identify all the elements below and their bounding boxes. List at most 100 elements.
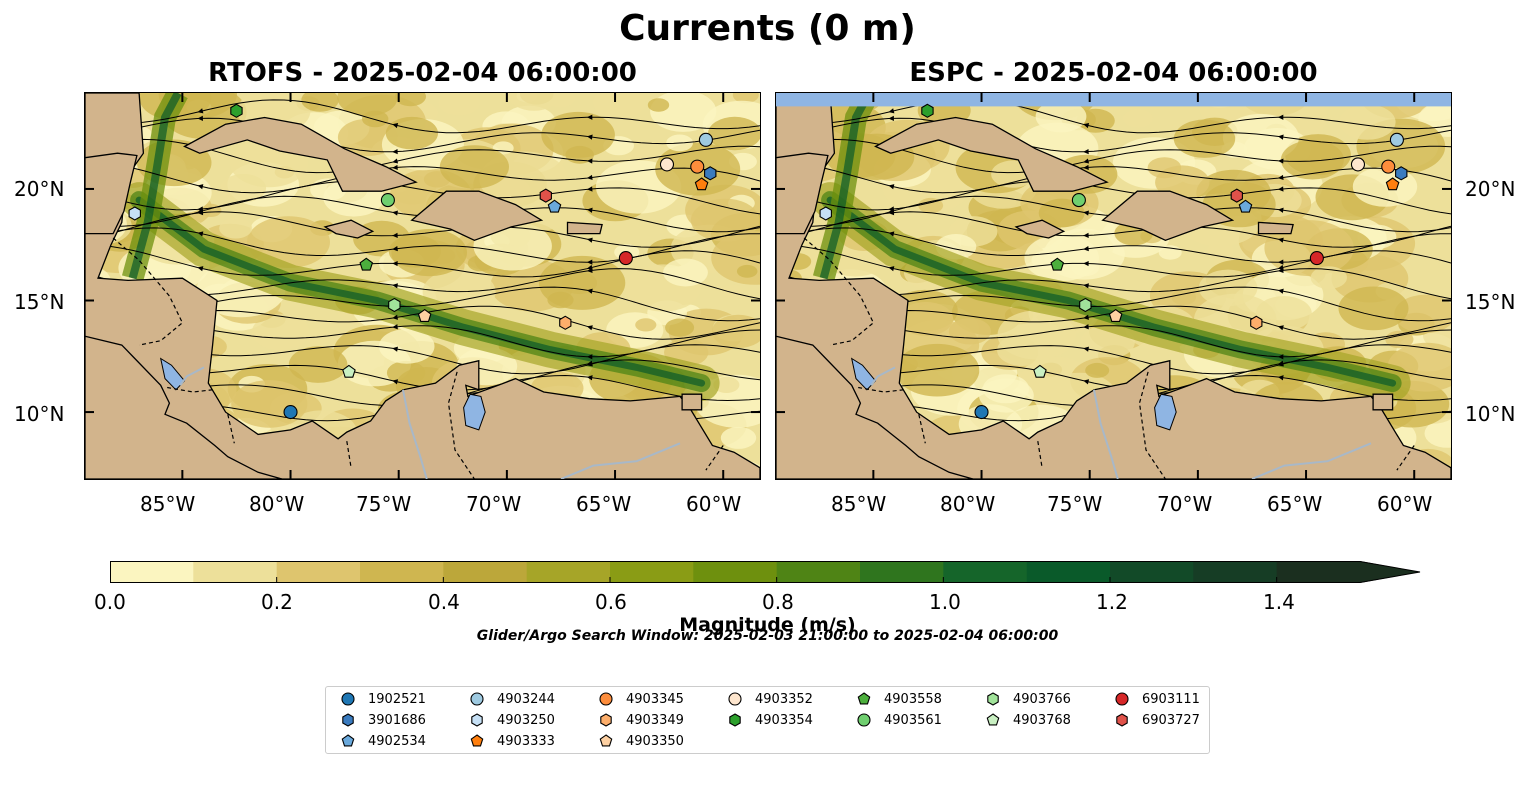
streamline-arrow xyxy=(1083,246,1089,252)
river xyxy=(402,389,428,479)
legend-label: 4903244 xyxy=(497,691,555,707)
map-canvas-rtofs xyxy=(85,93,760,479)
streamline-arrow xyxy=(586,267,593,273)
land-hispaniola xyxy=(410,190,544,242)
colorbar-segment xyxy=(776,561,861,583)
streamline-arrow xyxy=(1083,283,1089,289)
colorbar-tick: 1.0 xyxy=(929,590,961,614)
country-border xyxy=(227,414,235,444)
streamline-arrow xyxy=(392,164,398,171)
speed-texture-blob xyxy=(251,314,310,351)
country-border xyxy=(803,237,875,346)
streamline-arrow xyxy=(1083,210,1089,216)
speed-texture-blob xyxy=(665,318,695,337)
colorbar xyxy=(110,561,1421,583)
land-cuba xyxy=(874,116,1109,192)
float-marker-4903766 xyxy=(388,297,401,313)
streamline-arrow xyxy=(1083,164,1089,171)
streamline-arrow xyxy=(197,266,204,272)
streamline-arrow xyxy=(888,108,895,114)
legend-marker-4903561 xyxy=(857,713,871,727)
float-marker-4903333 xyxy=(1385,177,1400,191)
legend-item: 4903345 xyxy=(598,691,684,707)
legend-label: 4903352 xyxy=(755,691,813,707)
streamline-arrow xyxy=(1277,288,1284,294)
colorbar-tick: 1.2 xyxy=(1096,590,1128,614)
streamline-arrow xyxy=(392,283,398,289)
country-border xyxy=(858,386,904,393)
legend-marker-4903349 xyxy=(600,713,612,727)
legend-marker-4903768 xyxy=(986,713,1000,726)
colorbar-segment xyxy=(526,561,611,583)
lon-tick-left: 75°W xyxy=(356,492,412,516)
streamline-arrow xyxy=(1277,259,1284,265)
country-border xyxy=(1396,445,1415,471)
float-marker-6903111 xyxy=(618,251,633,266)
speed-texture-blob xyxy=(736,264,758,278)
speed-texture-blob xyxy=(708,116,760,151)
speed-texture-blob xyxy=(918,197,944,214)
legend-marker-4903766 xyxy=(987,692,999,706)
speed-texture-blob xyxy=(305,328,331,345)
float-marker-3901686 xyxy=(704,166,717,181)
speed-texture-blob xyxy=(386,360,426,385)
speed-texture-blob xyxy=(395,93,426,107)
streamline-arrow xyxy=(1277,174,1284,181)
colorbar-tick: 0.6 xyxy=(595,590,627,614)
streamline-arrow xyxy=(586,325,593,331)
float-marker-4903244 xyxy=(698,132,713,147)
speed-texture-blob xyxy=(337,93,398,117)
speed-texture-blob xyxy=(1035,100,1087,133)
streamline-arrow xyxy=(197,115,203,121)
country-border xyxy=(112,237,184,346)
streamline-arrow xyxy=(586,360,593,366)
legend-label: 4903766 xyxy=(1013,691,1071,707)
float-marker-4903558 xyxy=(1050,257,1065,271)
colorbar-segment xyxy=(693,561,778,583)
map-panel-rtofs xyxy=(84,92,761,480)
speed-texture-blob xyxy=(1424,419,1451,448)
land-puertorico xyxy=(566,221,603,235)
float-marker-4903244 xyxy=(1389,132,1404,147)
legend-label: 1902521 xyxy=(368,691,426,707)
legend-marker-4903352 xyxy=(728,692,742,706)
country-border xyxy=(705,445,724,471)
legend-marker-4903345 xyxy=(599,692,613,706)
legend-item: 4903561 xyxy=(856,712,942,728)
legend-label: 4903561 xyxy=(884,712,942,728)
streamline-arrow xyxy=(586,186,593,192)
float-marker-4903345 xyxy=(690,159,705,174)
streamline-arrow xyxy=(197,108,204,114)
legend-marker-icon xyxy=(1116,713,1128,727)
streamline-arrow xyxy=(1083,123,1090,129)
lon-tick-left: 60°W xyxy=(686,492,742,516)
streamline-arrow xyxy=(392,158,399,164)
streamline-arrow xyxy=(197,184,204,190)
streamline-arrow xyxy=(392,246,398,252)
country-border xyxy=(447,371,475,479)
legend-label: 3901686 xyxy=(368,712,426,728)
legend-label: 4903333 xyxy=(497,733,555,749)
legend-item: 4903558 xyxy=(856,691,942,707)
legend-item: 4903352 xyxy=(727,691,813,707)
streamline-arrow xyxy=(1277,134,1284,140)
panel-title-rtofs: RTOFS - 2025-02-04 06:00:00 xyxy=(208,58,637,88)
streamline-arrow xyxy=(586,207,593,213)
float-marker-4903350 xyxy=(1108,308,1123,322)
streamline-arrow xyxy=(586,134,593,140)
float-marker-1902521 xyxy=(974,405,989,420)
streamline-arrow xyxy=(586,288,593,294)
speed-texture-blob xyxy=(732,93,759,104)
float-marker-4903561 xyxy=(380,193,395,208)
colorbar-segment xyxy=(360,561,444,583)
float-marker-4903768 xyxy=(342,364,356,378)
colorbar-segment xyxy=(610,561,694,583)
legend-item: 6903727 xyxy=(1114,712,1200,728)
streamline-arrow xyxy=(392,123,399,129)
land-cuba xyxy=(183,116,418,192)
legend-label: 4903768 xyxy=(1013,712,1071,728)
legend-item: 6903111 xyxy=(1114,691,1200,707)
legend-label: 4903558 xyxy=(884,691,942,707)
streamline-arrow xyxy=(392,210,398,216)
float-marker-4903558 xyxy=(359,257,374,271)
